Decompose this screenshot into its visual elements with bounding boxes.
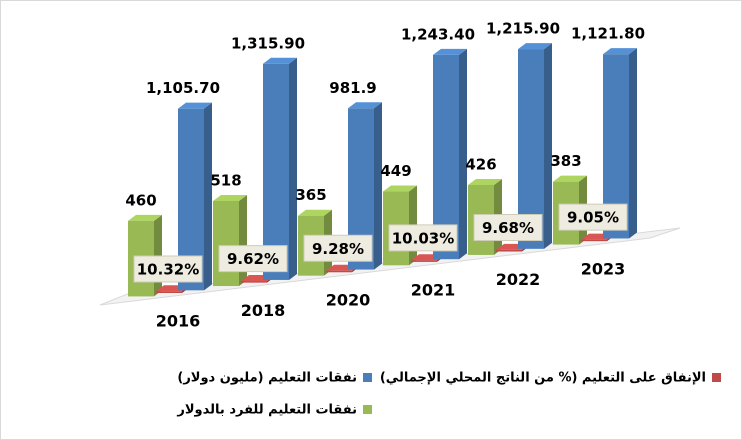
bar-side (289, 57, 297, 280)
value-label: 9.05% (567, 209, 619, 227)
value-label-box (388, 224, 458, 252)
bar-side (459, 48, 467, 260)
value-label: 10.32% (137, 260, 199, 278)
bar-top (128, 214, 162, 221)
x-tick-label: 2020 (326, 291, 371, 310)
value-label: 1,121.80 (571, 25, 645, 43)
x-tick-label: 2018 (241, 301, 286, 320)
bar (411, 260, 437, 262)
value-label: 9.62% (227, 250, 279, 268)
bar-top (348, 102, 382, 109)
value-label: 365 (295, 186, 326, 204)
legend-swatch (363, 405, 372, 414)
value-label: 1,243.40 (401, 25, 475, 43)
value-label: 1,315.90 (231, 34, 305, 52)
bar-top (553, 175, 587, 182)
legend-label: الإنفاق على التعليم (% من الناتج المحلي … (380, 371, 706, 386)
bar (263, 63, 289, 280)
x-tick-label: 2016 (156, 311, 201, 330)
value-label: 518 (210, 171, 241, 189)
value-label: 460 (125, 191, 156, 209)
legend-label: نفقات التعليم للفرد بالدولار (176, 403, 357, 418)
value-label-box (303, 234, 373, 262)
bar (326, 270, 352, 273)
bar (156, 291, 182, 293)
value-label-box (473, 214, 543, 242)
value-label: 1,215.90 (486, 20, 560, 38)
bar-side (629, 48, 637, 239)
value-label-box (218, 245, 288, 273)
bar-side (204, 102, 212, 291)
bar-top (298, 209, 332, 216)
bar-side (544, 43, 552, 249)
value-label: 9.68% (482, 219, 534, 237)
value-label: 9.28% (312, 240, 364, 258)
x-tick-label: 2022 (496, 270, 541, 289)
bar-top (468, 178, 502, 185)
legend-swatch (712, 373, 721, 382)
value-label: 981.9 (329, 79, 376, 97)
bar (496, 249, 522, 252)
bar-top (603, 48, 637, 55)
bar-side (374, 102, 382, 270)
x-tick-label: 2023 (581, 260, 626, 279)
x-tick-label: 2021 (411, 280, 456, 299)
bar (241, 281, 267, 283)
value-label: 383 (550, 152, 581, 170)
bar-side (239, 194, 247, 287)
value-label: 1,105.70 (146, 79, 220, 97)
legend-swatch (363, 373, 372, 382)
value-label-box (133, 255, 203, 283)
bar-top (433, 48, 467, 55)
value-label: 426 (465, 155, 496, 173)
bar-top (213, 194, 247, 201)
bar-top (178, 102, 212, 109)
legend-label: نفقات التعليم (مليون دولار) (177, 371, 357, 386)
bar-top (263, 57, 297, 64)
bar-top (383, 185, 417, 192)
value-label: 10.03% (392, 229, 454, 247)
value-label-box (558, 203, 628, 231)
value-label: 449 (380, 162, 411, 180)
bar (213, 200, 239, 287)
bar (581, 239, 607, 242)
bar-top (518, 43, 552, 50)
